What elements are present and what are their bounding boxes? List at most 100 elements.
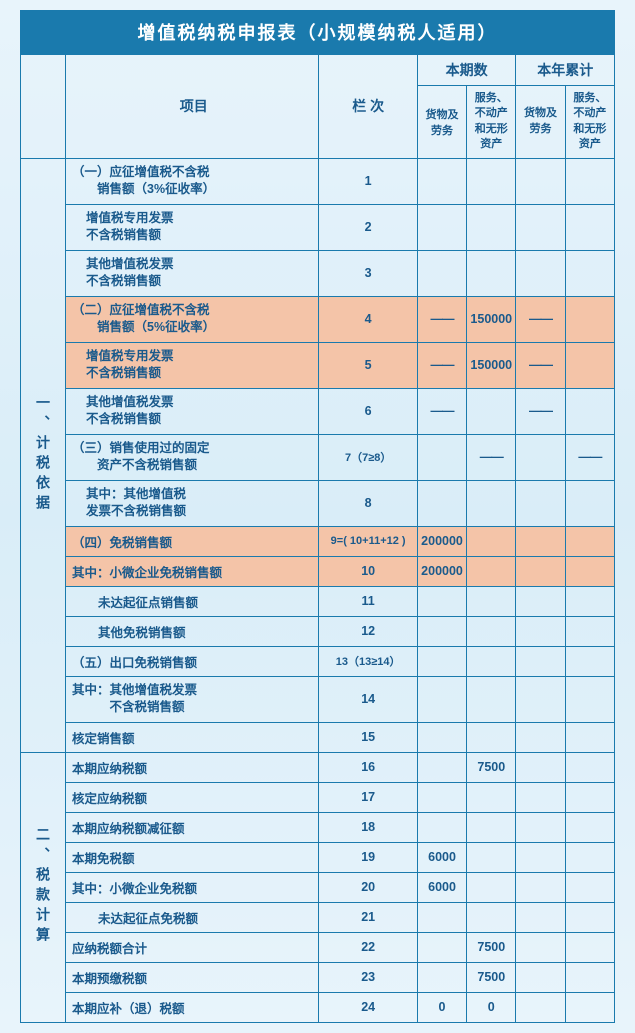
r3-num: 3	[319, 250, 418, 296]
header-row-1: 项目 栏 次 本期数 本年累计	[21, 55, 615, 86]
r1-label: （一）应征增值税不含税 销售额（3%征收率）	[66, 158, 319, 204]
r23-d2: 7500	[467, 962, 516, 992]
form-title: 增值税纳税申报表（小规模纳税人适用）	[20, 10, 615, 54]
r7-label: （三）销售使用过的固定 资产不含税销售额	[66, 434, 319, 480]
row-11: 未达起征点销售额 11	[21, 586, 615, 616]
r22-num: 22	[319, 932, 418, 962]
section-2-label: 二、税款计算	[21, 752, 66, 1022]
r6-d3: ——	[516, 388, 565, 434]
hdr-y-services: 服务、不动产和无形资产	[565, 86, 614, 159]
row-3: 其他增值税发票不含税销售额 3	[21, 250, 615, 296]
r15-label: 核定销售额	[66, 722, 319, 752]
hdr-ytd: 本年累计	[516, 55, 615, 86]
r24-d2: 0	[467, 992, 516, 1022]
r19-num: 19	[319, 842, 418, 872]
r6-label: 其他增值税发票不含税销售额	[66, 388, 319, 434]
r5-d3: ——	[516, 342, 565, 388]
r20-label: 其中：小微企业免税额	[66, 872, 319, 902]
row-15: 核定销售额 15	[21, 722, 615, 752]
section-1-label: 一、计税依据	[21, 158, 66, 752]
r2-num: 2	[319, 204, 418, 250]
r4-label: （二）应征增值税不含税 销售额（5%征收率）	[66, 296, 319, 342]
r3-label: 其他增值税发票不含税销售额	[66, 250, 319, 296]
hdr-item: 项目	[66, 55, 319, 159]
r23-label: 本期预缴税额	[66, 962, 319, 992]
r21-num: 21	[319, 902, 418, 932]
row-5: 增值税专用发票不含税销售额 5 —— 150000 ——	[21, 342, 615, 388]
r21-label: 未达起征点免税额	[66, 902, 319, 932]
r2-label: 增值税专用发票不含税销售额	[66, 204, 319, 250]
row-22: 应纳税额合计 22 7500	[21, 932, 615, 962]
r4-d2: 150000	[467, 296, 516, 342]
r13-label: （五）出口免税销售额	[66, 646, 319, 676]
r7-num: 7（7≥8）	[319, 434, 418, 480]
r24-num: 24	[319, 992, 418, 1022]
hdr-y-goods: 货物及劳务	[516, 86, 565, 159]
r10-num: 10	[319, 556, 418, 586]
r9-num: 9=( 10+11+12 )	[319, 526, 418, 556]
r12-num: 12	[319, 616, 418, 646]
row-12: 其他免税销售额 12	[21, 616, 615, 646]
row-2: 增值税专用发票不含税销售额 2	[21, 204, 615, 250]
row-9: （四）免税销售额 9=( 10+11+12 ) 200000	[21, 526, 615, 556]
row-1: 一、计税依据 （一）应征增值税不含税 销售额（3%征收率） 1	[21, 158, 615, 204]
row-24: 本期应补（退）税额 24 0 0	[21, 992, 615, 1022]
r6-num: 6	[319, 388, 418, 434]
r10-d1: 200000	[417, 556, 466, 586]
r7-d4: ——	[565, 434, 614, 480]
r5-label: 增值税专用发票不含税销售额	[66, 342, 319, 388]
row-21: 未达起征点免税额 21	[21, 902, 615, 932]
hdr-p-services: 服务、不动产和无形资产	[467, 86, 516, 159]
r12-label: 其他免税销售额	[66, 616, 319, 646]
r24-label: 本期应补（退）税额	[66, 992, 319, 1022]
r22-label: 应纳税额合计	[66, 932, 319, 962]
row-18: 本期应纳税额减征额 18	[21, 812, 615, 842]
r4-d1: ——	[417, 296, 466, 342]
r16-num: 16	[319, 752, 418, 782]
r1-num: 1	[319, 158, 418, 204]
row-19: 本期免税额 19 6000	[21, 842, 615, 872]
r5-d1: ——	[417, 342, 466, 388]
r7-d2: ——	[467, 434, 516, 480]
r22-d2: 7500	[467, 932, 516, 962]
r11-num: 11	[319, 586, 418, 616]
r4-num: 4	[319, 296, 418, 342]
tax-form-table: 项目 栏 次 本期数 本年累计 货物及劳务 服务、不动产和无形资产 货物及劳务 …	[20, 54, 615, 1023]
r4-d3: ——	[516, 296, 565, 342]
r5-num: 5	[319, 342, 418, 388]
r10-label: 其中：小微企业免税销售额	[66, 556, 319, 586]
r16-label: 本期应纳税额	[66, 752, 319, 782]
r19-label: 本期免税额	[66, 842, 319, 872]
r23-num: 23	[319, 962, 418, 992]
row-7: （三）销售使用过的固定 资产不含税销售额 7（7≥8） —— ——	[21, 434, 615, 480]
hdr-colnum: 栏 次	[319, 55, 418, 159]
row-20: 其中：小微企业免税额 20 6000	[21, 872, 615, 902]
r24-d1: 0	[417, 992, 466, 1022]
row-13: （五）出口免税销售额 13（13≥14）	[21, 646, 615, 676]
r8-num: 8	[319, 480, 418, 526]
r19-d1: 6000	[417, 842, 466, 872]
r5-d2: 150000	[467, 342, 516, 388]
r9-d1: 200000	[417, 526, 466, 556]
hdr-period: 本期数	[417, 55, 516, 86]
r20-num: 20	[319, 872, 418, 902]
r14-label: 其中：其他增值税发票 不含税销售额	[66, 676, 319, 722]
r14-num: 14	[319, 676, 418, 722]
row-16: 二、税款计算 本期应纳税额 16 7500	[21, 752, 615, 782]
r13-num: 13（13≥14）	[319, 646, 418, 676]
row-14: 其中：其他增值税发票 不含税销售额 14	[21, 676, 615, 722]
r17-label: 核定应纳税额	[66, 782, 319, 812]
row-10: 其中：小微企业免税销售额 10 200000	[21, 556, 615, 586]
row-4: （二）应征增值税不含税 销售额（5%征收率） 4 —— 150000 ——	[21, 296, 615, 342]
r17-num: 17	[319, 782, 418, 812]
r9-label: （四）免税销售额	[66, 526, 319, 556]
form-container: 增值税纳税申报表（小规模纳税人适用） 项目 栏 次 本期数 本年累计 货物及劳务…	[0, 0, 635, 1033]
r15-num: 15	[319, 722, 418, 752]
hdr-p-goods: 货物及劳务	[417, 86, 466, 159]
r18-label: 本期应纳税额减征额	[66, 812, 319, 842]
row-6: 其他增值税发票不含税销售额 6 —— ——	[21, 388, 615, 434]
r8-label: 其中：其他增值税发票不含税销售额	[66, 480, 319, 526]
r18-num: 18	[319, 812, 418, 842]
row-8: 其中：其他增值税发票不含税销售额 8	[21, 480, 615, 526]
r16-d2: 7500	[467, 752, 516, 782]
